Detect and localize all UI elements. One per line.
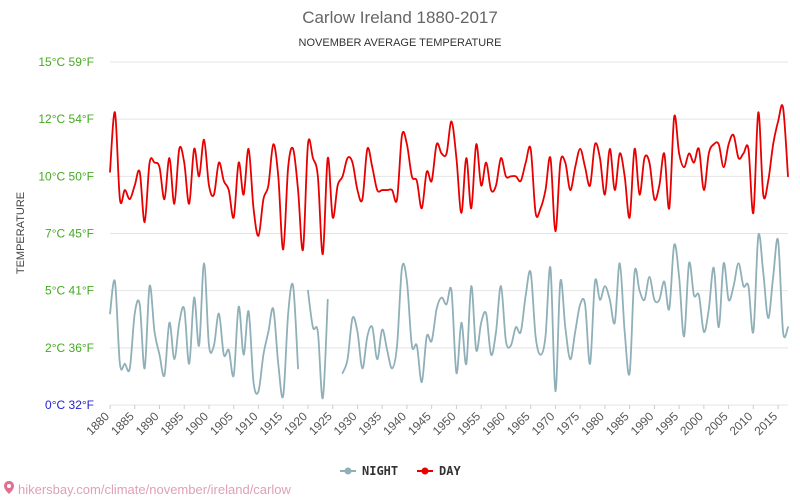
legend-day-marker bbox=[421, 467, 429, 475]
x-tick-label: 1955 bbox=[455, 409, 484, 438]
series-line-night bbox=[341, 233, 789, 393]
x-tick-label: 1935 bbox=[356, 409, 385, 438]
series-line-night bbox=[109, 262, 299, 399]
x-tick-label: 1890 bbox=[133, 409, 162, 438]
series-line-night bbox=[307, 289, 329, 400]
x-tick-label: 1920 bbox=[281, 409, 310, 438]
y-tick-label: 12°C 54°F bbox=[38, 112, 94, 126]
location-pin-icon bbox=[4, 481, 14, 494]
x-tick-label: 1995 bbox=[652, 409, 681, 438]
x-tick-label: 1925 bbox=[306, 409, 335, 438]
x-tick-label: 1910 bbox=[232, 409, 261, 438]
x-tick-label: 1965 bbox=[504, 409, 533, 438]
x-tick-label: 1950 bbox=[430, 409, 459, 438]
x-tick-label: 1960 bbox=[479, 409, 508, 438]
legend-night-label: NIGHT bbox=[362, 464, 398, 478]
x-axis-ticks: 1880188518901895190019051910191519201925… bbox=[83, 405, 780, 438]
chart-title: Carlow Ireland 1880-2017 bbox=[302, 8, 498, 27]
x-tick-label: 1880 bbox=[83, 409, 112, 438]
x-tick-label: 1970 bbox=[529, 409, 558, 438]
x-tick-label: 1915 bbox=[257, 409, 286, 438]
legend-item-night[interactable]: NIGHT bbox=[340, 464, 398, 478]
x-tick-label: 2005 bbox=[702, 409, 731, 438]
y-tick-label: 7°C 45°F bbox=[45, 227, 94, 241]
y-tick-label: 15°C 59°F bbox=[38, 55, 94, 69]
x-tick-label: 1980 bbox=[578, 409, 607, 438]
x-tick-label: 1985 bbox=[603, 409, 632, 438]
x-tick-label: 1975 bbox=[553, 409, 582, 438]
series-line-day bbox=[109, 104, 789, 255]
y-tick-label: 2°C 36°F bbox=[45, 341, 94, 355]
footer: hikersbay.com/climate/november/ireland/c… bbox=[4, 481, 291, 497]
x-tick-label: 1990 bbox=[628, 409, 657, 438]
legend-night-marker bbox=[344, 467, 352, 475]
x-tick-label: 2015 bbox=[751, 409, 780, 438]
y-tick-label: 0°C 32°F bbox=[45, 398, 94, 412]
y-tick-label: 5°C 41°F bbox=[45, 284, 94, 298]
x-tick-label: 1945 bbox=[405, 409, 434, 438]
chart-subtitle: NOVEMBER AVERAGE TEMPERATURE bbox=[299, 37, 502, 49]
series-lines bbox=[109, 104, 789, 400]
y-axis-label: TEMPERATURE bbox=[15, 192, 27, 274]
x-tick-label: 1885 bbox=[108, 409, 137, 438]
x-tick-label: 2010 bbox=[727, 409, 756, 438]
y-tick-label: 10°C 50°F bbox=[38, 169, 94, 183]
x-tick-label: 1900 bbox=[182, 409, 211, 438]
legend: NIGHT DAY bbox=[340, 464, 461, 478]
x-tick-label: 1905 bbox=[207, 409, 236, 438]
x-tick-label: 2000 bbox=[677, 409, 706, 438]
footer-site-link[interactable]: hikersbay.com/climate/november/ireland/c… bbox=[18, 482, 291, 497]
x-tick-label: 1930 bbox=[331, 409, 360, 438]
legend-item-day[interactable]: DAY bbox=[417, 464, 461, 478]
x-tick-label: 1940 bbox=[380, 409, 409, 438]
x-tick-label: 1895 bbox=[158, 409, 187, 438]
legend-day-label: DAY bbox=[439, 464, 461, 478]
y-axis-ticks: 0°C 32°F 2°C 36°F 5°C 41°F 7°C 45°F 10°C 50°… bbox=[38, 55, 94, 412]
